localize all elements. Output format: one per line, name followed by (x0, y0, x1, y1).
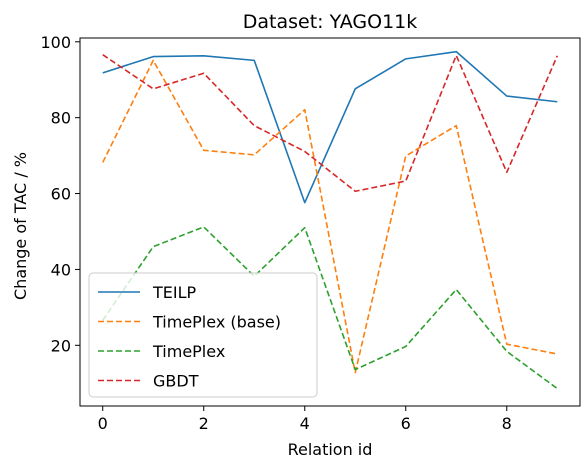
y-tick-label: 20 (51, 336, 71, 355)
x-tick-label: 8 (502, 414, 512, 433)
y-axis: 20 40 60 80 100 (40, 33, 80, 355)
x-tick-label: 2 (199, 414, 209, 433)
legend-label: TEILP (152, 283, 197, 302)
legend: TEILP TimePlex (base) TimePlex GBDT (88, 272, 318, 398)
x-tick-label: 6 (401, 414, 411, 433)
plot-area (79, 37, 581, 407)
y-axis-label: Change of TAC / % (11, 152, 30, 300)
series-line-teilp (102, 50, 558, 204)
plot-frame (79, 37, 581, 407)
legend-box (88, 272, 318, 398)
y-tick-label: 80 (51, 109, 71, 128)
series-line-gbdt (102, 54, 559, 193)
x-tick-label: 0 (98, 414, 108, 433)
y-tick-label: 60 (51, 185, 71, 204)
series-group (102, 50, 559, 390)
series-line-timeplex (102, 226, 558, 390)
x-tick-label: 4 (300, 414, 310, 433)
y-tick-label: 40 (51, 260, 71, 279)
chart-title: Dataset: YAGO11k (243, 11, 418, 33)
legend-label: TimePlex (base) (152, 313, 281, 332)
x-axis: 0 2 4 6 8 (98, 406, 512, 433)
legend-label: TimePlex (152, 342, 225, 361)
series-line-timeplex-base (102, 59, 558, 374)
y-tick-label: 100 (40, 33, 71, 52)
x-axis-label: Relation id (288, 440, 373, 459)
legend-label: GBDT (153, 372, 199, 391)
